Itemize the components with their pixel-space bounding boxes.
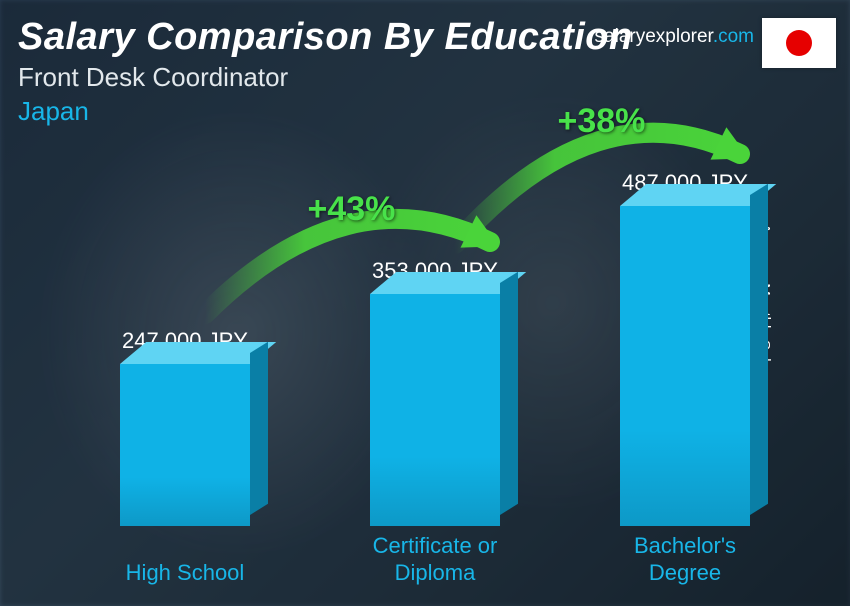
category-label: Bachelor'sDegree xyxy=(575,533,795,586)
source-domain: .com xyxy=(713,26,754,47)
source-label: salaryexplorer.com xyxy=(595,26,754,48)
percent-increase-label: +43% xyxy=(308,190,396,229)
flag-circle xyxy=(786,30,812,56)
job-title: Front Desk Coordinator xyxy=(18,62,288,93)
source-name: salaryexplorer xyxy=(595,26,713,47)
page-title: Salary Comparison By Education xyxy=(18,16,633,59)
category-label: Certificate orDiploma xyxy=(325,533,545,586)
category-label: High School xyxy=(75,560,295,586)
percent-increase-label: +38% xyxy=(558,102,646,141)
infographic-stage: Salary Comparison By Education Front Des… xyxy=(0,0,850,606)
bar-chart: 247,000 JPYHigh School353,000 JPYCertifi… xyxy=(40,120,790,586)
japan-flag-icon xyxy=(762,18,836,68)
